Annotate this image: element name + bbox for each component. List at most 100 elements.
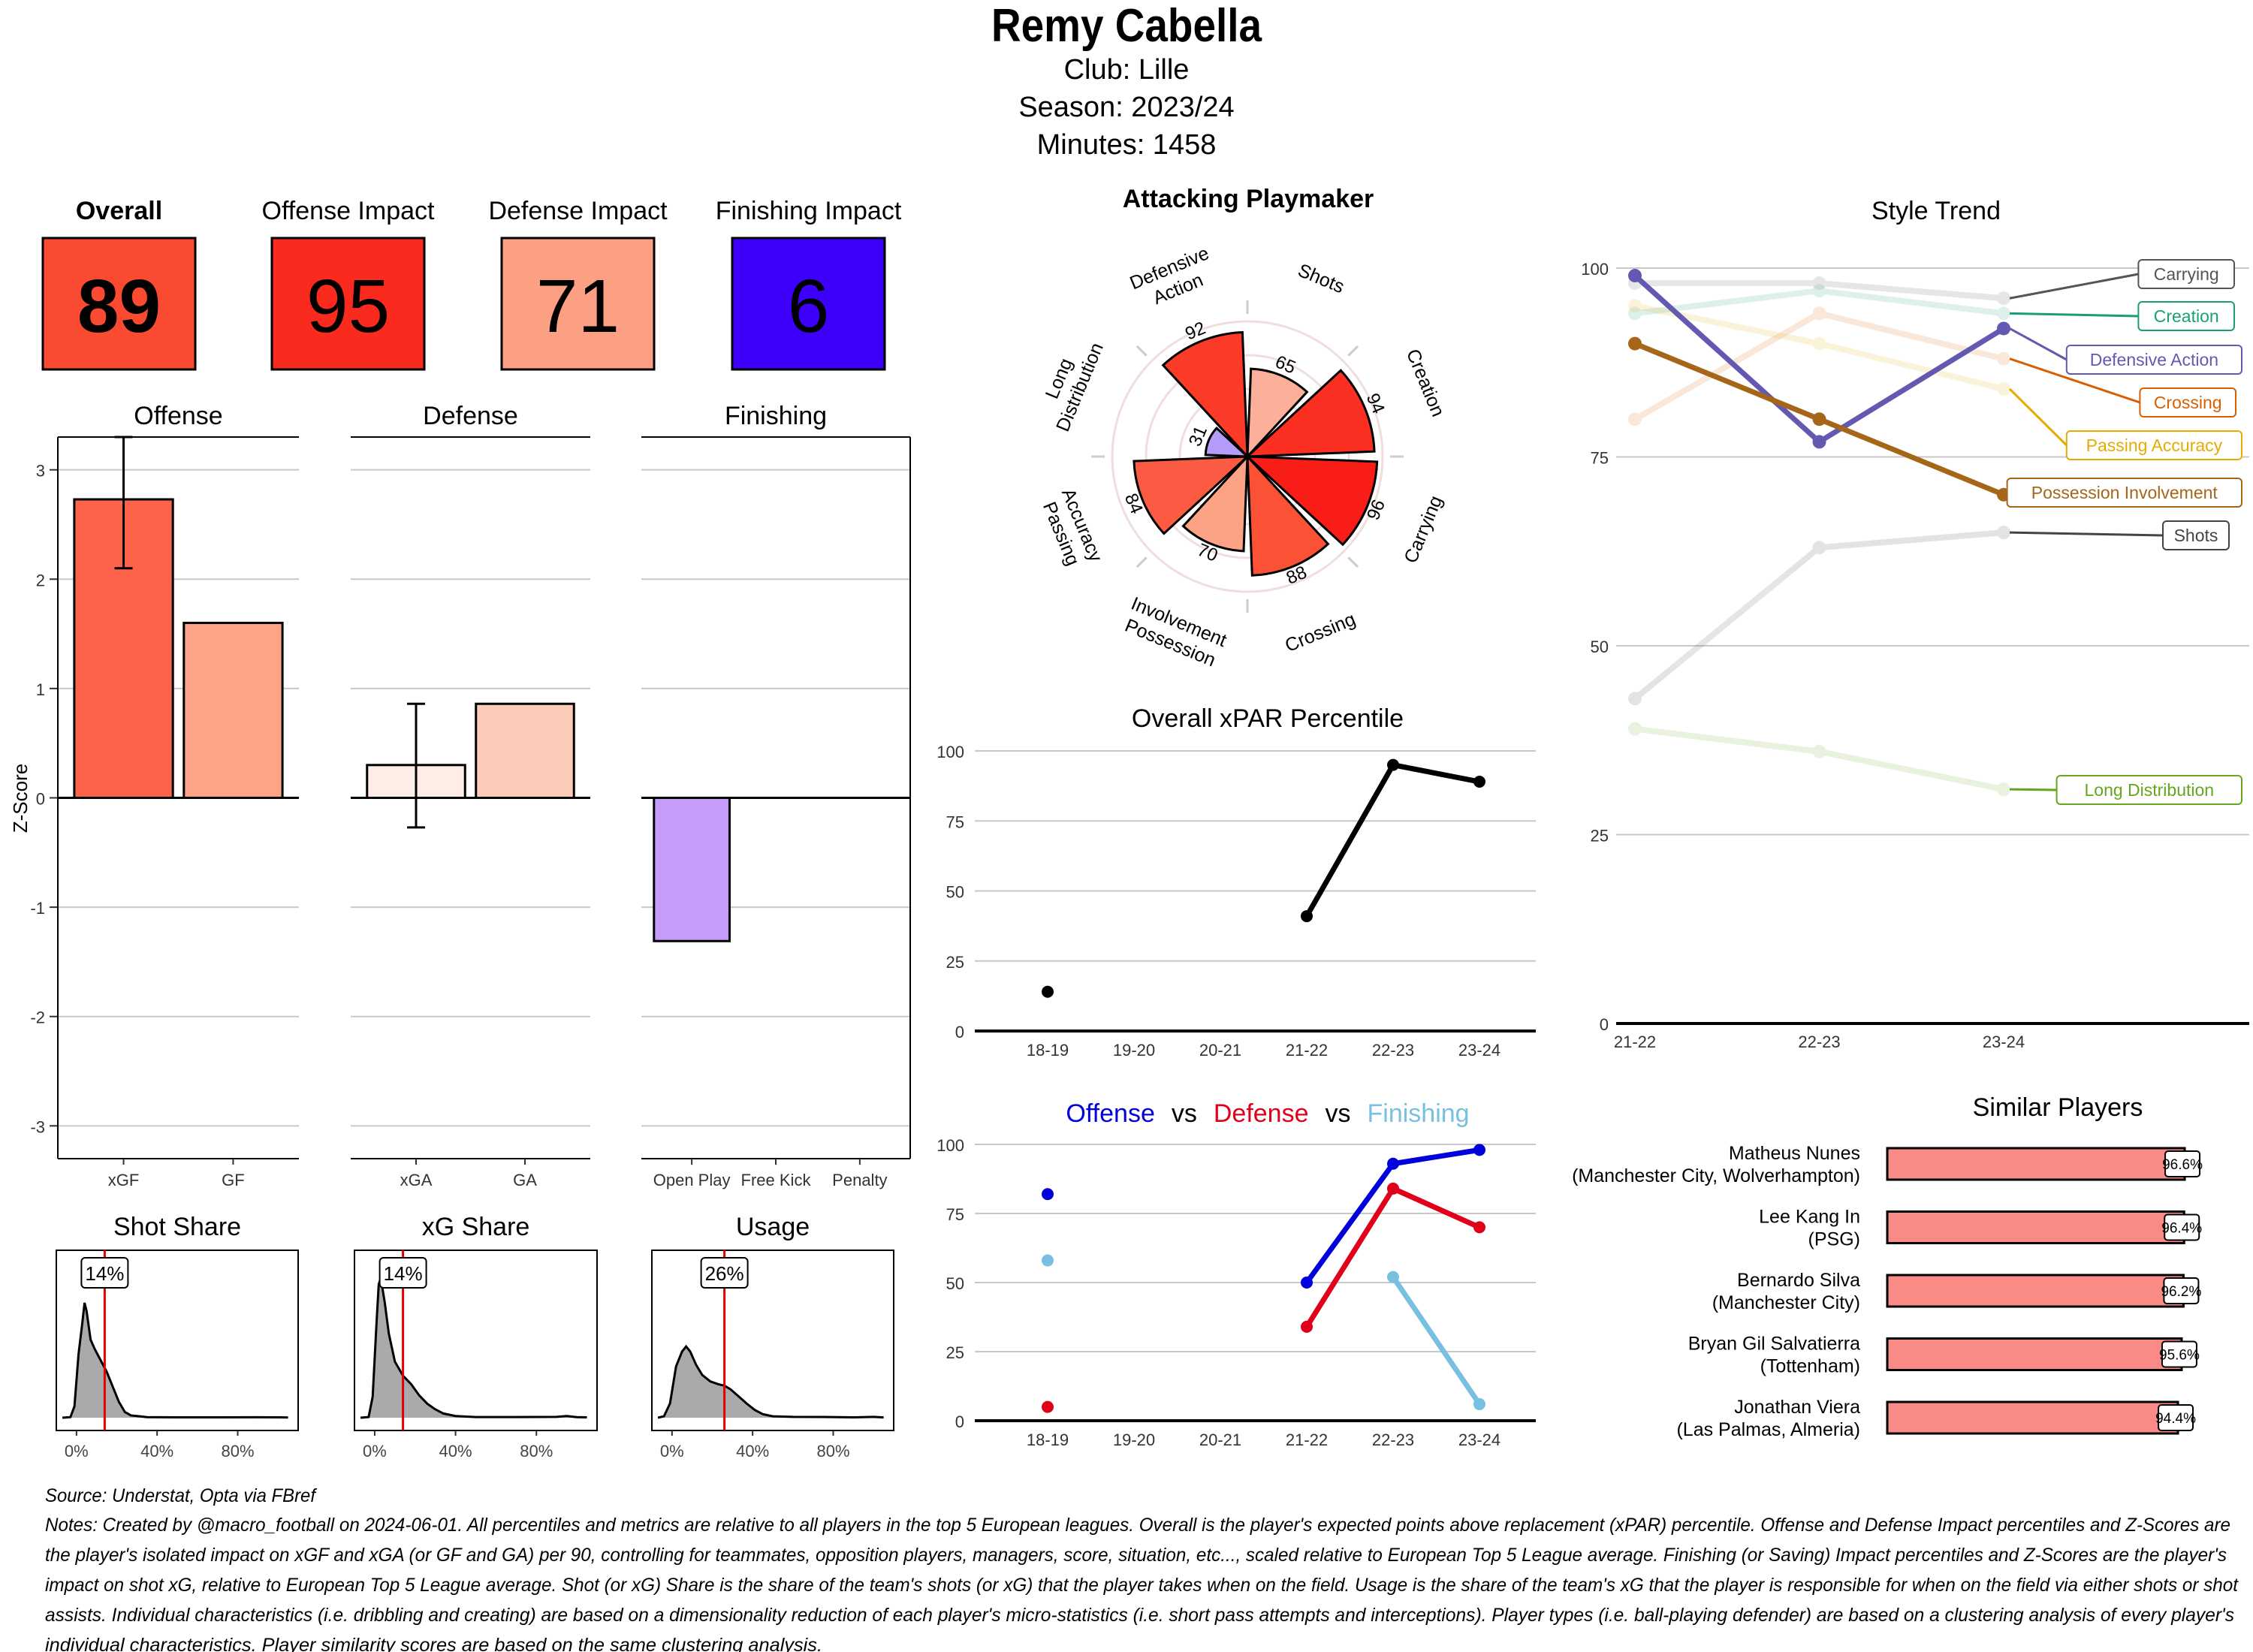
trend-point — [1812, 276, 1826, 291]
notes-line: Notes: Created by @macro_football on 202… — [45, 1515, 2230, 1536]
player-value-label: 14% — [85, 1262, 124, 1285]
polar-bar-crossing — [1246, 453, 1330, 577]
x-tick-label: 20-21 — [1199, 1430, 1241, 1449]
density-area — [360, 1277, 587, 1418]
x-tick-label: 23-24 — [1458, 1041, 1500, 1060]
xpar-point — [1301, 910, 1313, 923]
x-tick-label: 0% — [363, 1442, 387, 1461]
density-area — [658, 1346, 884, 1418]
similar-player-row: Bryan Gil Salvatierra(Tottenham) 95.6% — [1688, 1334, 2200, 1377]
finishing-point — [1387, 1271, 1399, 1283]
header: Remy Cabella Club: Lille Season: 2023/24… — [991, 0, 1262, 161]
trend-label: Shots — [2174, 526, 2218, 545]
card-value: 71 — [536, 264, 620, 348]
offense-point — [1042, 1188, 1054, 1201]
trend-point — [1812, 744, 1826, 758]
x-tick-label: 23-24 — [1983, 1032, 2025, 1051]
trend-label-box — [2137, 301, 2235, 331]
trend-point — [1997, 321, 2010, 336]
y-tick-label: 50 — [946, 1274, 964, 1293]
trend-point — [1997, 351, 2010, 366]
x-tick-label: 0% — [660, 1442, 684, 1461]
finishing-line — [1391, 1275, 1482, 1406]
card-box — [731, 237, 886, 371]
x-tick-label: 19-20 — [1113, 1430, 1155, 1449]
trend-label: Creation — [2154, 306, 2219, 326]
polar-bar-carrying — [1244, 455, 1379, 547]
polar-axis-tick — [1347, 345, 1359, 357]
similarity-label-box — [2163, 1277, 2200, 1304]
x-tick-label: Free Kick — [741, 1171, 812, 1189]
player-value-label: 26% — [705, 1262, 744, 1285]
odf-title-part: Finishing — [1368, 1099, 1470, 1128]
style-trend-chart: Style Trend 0 25 50 75 100 21-22 22-23 23-24 Carr… — [1581, 197, 2249, 1051]
x-tick-label: 18-19 — [1027, 1430, 1069, 1449]
polar-axis-tick — [1136, 556, 1148, 568]
y-tick-label: 25 — [946, 953, 964, 972]
density-title: Usage — [736, 1213, 810, 1241]
trend-label: Passing Accuracy — [2086, 436, 2223, 455]
y-tick-label: 3 — [36, 462, 45, 481]
polar-bar-passing-accuracy — [1133, 455, 1251, 535]
defense-point — [1042, 1400, 1054, 1413]
notes-line: impact on shot xG, relative to European … — [45, 1575, 2239, 1596]
trend-label: Carrying — [2154, 264, 2219, 284]
bar-gf — [182, 622, 284, 799]
season-line: Season: 2023/24 — [1018, 92, 1234, 123]
similarity-bar — [1886, 1337, 2183, 1371]
y-tick-label: 50 — [1591, 638, 1609, 656]
polar-bar-creation — [1244, 369, 1376, 458]
player-value-label-box — [379, 1257, 427, 1289]
similar-player-clubs: (Manchester City, Wolverhampton) — [1572, 1165, 1860, 1186]
odf-title: Offense vs Defense vs Finishing — [1066, 1099, 1469, 1128]
bar-open-play — [653, 797, 731, 942]
density-panel: Shot Share 14% 0% 40% 80% — [56, 1213, 299, 1461]
panel-title: Defense — [423, 402, 518, 430]
similar-player-row: Bernardo Silva(Manchester City) 96.2% — [1712, 1270, 2202, 1313]
zscore-panel-finishing: Finishing Open Play Free Kick Penalty — [641, 402, 911, 1189]
density-title: xG Share — [422, 1213, 530, 1241]
similarity-label: 96.6% — [2162, 1157, 2203, 1173]
trend-series-long-distribution — [1628, 722, 2010, 797]
trend-line — [1633, 529, 2004, 701]
trend-label: Defensive Action — [2090, 350, 2218, 369]
similar-player-name: Lee Kang In — [1759, 1207, 1860, 1228]
y-tick-label: 50 — [946, 883, 964, 902]
offense-point — [1387, 1157, 1399, 1170]
y-tick-label: 0 — [955, 1412, 964, 1431]
odf-title-part: Offense — [1066, 1099, 1154, 1128]
x-tick-label: 80% — [520, 1442, 553, 1461]
y-tick-label: 100 — [936, 743, 964, 761]
trend-point — [1628, 299, 1642, 313]
x-tick-label: xGA — [400, 1171, 433, 1189]
card-value: 6 — [788, 264, 830, 348]
card-value: 89 — [77, 264, 161, 348]
trend-point — [1997, 381, 2010, 396]
x-tick-label: 80% — [221, 1442, 254, 1461]
trend-series-shots — [1628, 526, 2010, 706]
trend-label-connector — [2009, 788, 2057, 791]
y-tick-label: -2 — [30, 1008, 45, 1027]
bar-ga — [475, 702, 575, 800]
trend-label-box — [2065, 345, 2243, 375]
y-tick-label: 1 — [36, 680, 45, 699]
trend-label-box — [2162, 520, 2230, 550]
trend-point — [1997, 526, 2010, 540]
xpar-point — [1473, 776, 1485, 788]
x-tick-label: 40% — [736, 1442, 769, 1461]
polar-bar-possession-involvement — [1181, 453, 1249, 553]
polar-category-label: Shots — [1295, 260, 1347, 297]
trend-point — [1812, 336, 1826, 351]
zscore-chart: Z-Score 3 2 1 0 -1 -2 -3 Offense xGF GF Defense xGA G… — [9, 402, 911, 1189]
trend-point — [1628, 692, 1642, 706]
xpar-point — [1387, 758, 1399, 771]
similar-player-name: Matheus Nunes — [1729, 1143, 1860, 1164]
similarity-label: 95.6% — [2159, 1348, 2200, 1364]
x-tick-label: GF — [222, 1171, 245, 1189]
similarity-bar — [1886, 1210, 2185, 1244]
y-tick-label: 0 — [1600, 1015, 1609, 1034]
similar-player-clubs: (Tottenham) — [1760, 1356, 1860, 1377]
density-area — [62, 1303, 288, 1418]
